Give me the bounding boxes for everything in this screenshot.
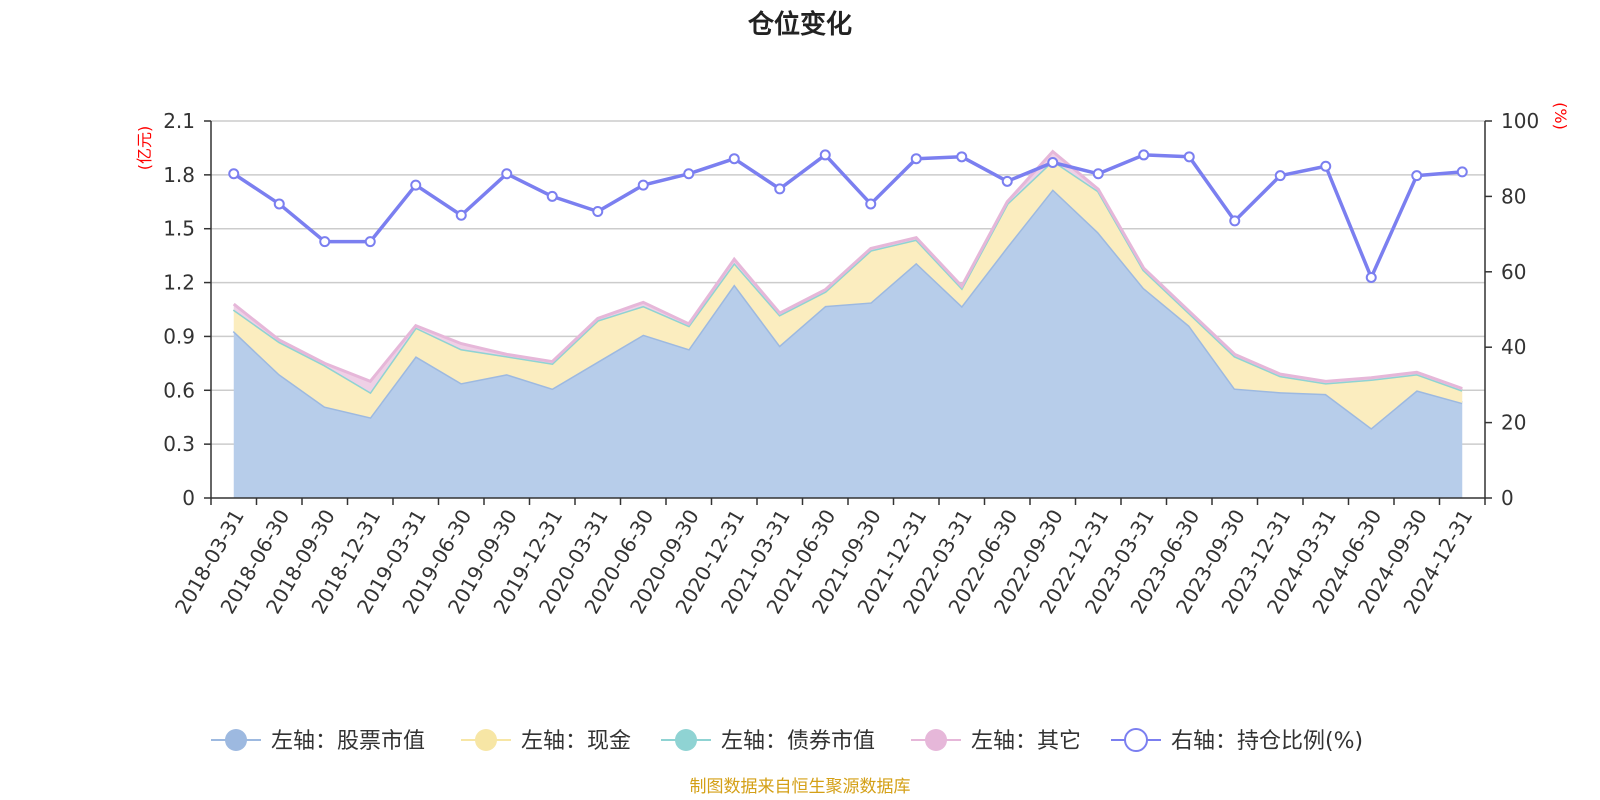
right-axis-tick-label: 60	[1501, 260, 1526, 284]
area-series-0	[233, 189, 1463, 498]
legend-item-1[interactable]: 左轴：现金	[461, 729, 631, 754]
right-axis-tick-label: 80	[1501, 184, 1526, 208]
legend-marker-icon	[475, 729, 497, 751]
ratio-point	[501, 168, 513, 180]
left-axis-tick-label: 2.1	[163, 109, 195, 133]
ratio-point	[910, 153, 922, 165]
ratio-point	[683, 168, 695, 180]
left-axis-tick-label: 0	[182, 486, 195, 510]
right-axis-tick-label: 0	[1501, 486, 1514, 510]
right-axis-tick-label: 20	[1501, 411, 1526, 435]
ratio-point	[410, 179, 422, 191]
left-axis-unit: (亿元)	[135, 126, 154, 171]
ratio-point	[1047, 156, 1059, 168]
ratio-point	[319, 236, 331, 248]
left-axis-tick-label: 0.3	[163, 432, 195, 456]
chart-title: 仓位变化	[747, 9, 852, 40]
legend-item-0[interactable]: 左轴：股票市值	[211, 729, 425, 754]
legend-marker-icon	[675, 729, 697, 751]
ratio-point	[1229, 215, 1241, 227]
ratio-point	[1365, 271, 1377, 283]
ratio-point	[774, 183, 786, 195]
legend-label: 左轴：其它	[971, 729, 1081, 754]
legend-label: 左轴：股票市值	[271, 729, 425, 754]
right-axis-tick-label: 100	[1501, 109, 1539, 133]
ratio-point	[1456, 166, 1468, 178]
left-axis-tick-label: 0.6	[163, 378, 195, 402]
legend-marker-icon	[925, 729, 947, 751]
ratio-point	[728, 153, 740, 165]
ratio-line-path	[232, 153, 1463, 280]
ratio-point	[1092, 168, 1104, 180]
ratio-point	[956, 151, 968, 163]
ratio-point	[546, 190, 558, 202]
ratio-point	[865, 198, 877, 210]
left-axis-tick-label: 0.9	[163, 324, 195, 348]
legend-label: 左轴：债券市值	[721, 729, 875, 754]
left-axis-tick-label: 1.2	[163, 271, 195, 295]
ratio-point	[1411, 170, 1423, 182]
stacked-areas	[232, 149, 1463, 498]
legend-marker-icon	[1124, 728, 1148, 752]
ratio-point	[1001, 175, 1013, 187]
ratio-point	[592, 205, 604, 217]
legend-item-2[interactable]: 左轴：债券市值	[661, 729, 875, 754]
source-note: 制图数据来自恒生聚源数据库	[690, 777, 911, 797]
right-axis-unit: (%)	[1551, 102, 1570, 130]
ratio-point	[1138, 149, 1150, 161]
left-axis-tick-label: 1.8	[163, 163, 195, 187]
right-axis-tick-label: 40	[1501, 335, 1526, 359]
ratio-point	[455, 209, 467, 221]
ratio-point	[228, 168, 240, 180]
ratio-line	[228, 149, 1468, 283]
ratio-point	[1274, 170, 1286, 182]
legend-marker-icon	[225, 729, 247, 751]
ratio-point	[819, 149, 831, 161]
legend-item-4[interactable]: 右轴：持仓比例(%)	[1111, 728, 1363, 754]
area-series-1	[233, 160, 1463, 428]
legend-label: 右轴：持仓比例(%)	[1171, 729, 1363, 754]
ratio-point	[273, 198, 285, 210]
ratio-point	[637, 179, 649, 191]
ratio-point	[1320, 160, 1332, 172]
legend: 左轴：股票市值 左轴：现金 左轴：债券市值 左轴：其它 右轴：持仓比例(%)	[211, 728, 1363, 754]
left-axis-tick-label: 1.5	[163, 217, 195, 241]
legend-label: 左轴：现金	[521, 729, 631, 754]
legend-item-3[interactable]: 左轴：其它	[911, 729, 1081, 754]
area-series-3-edge	[232, 149, 1463, 390]
ratio-point	[364, 236, 376, 248]
ratio-point	[1183, 151, 1195, 163]
